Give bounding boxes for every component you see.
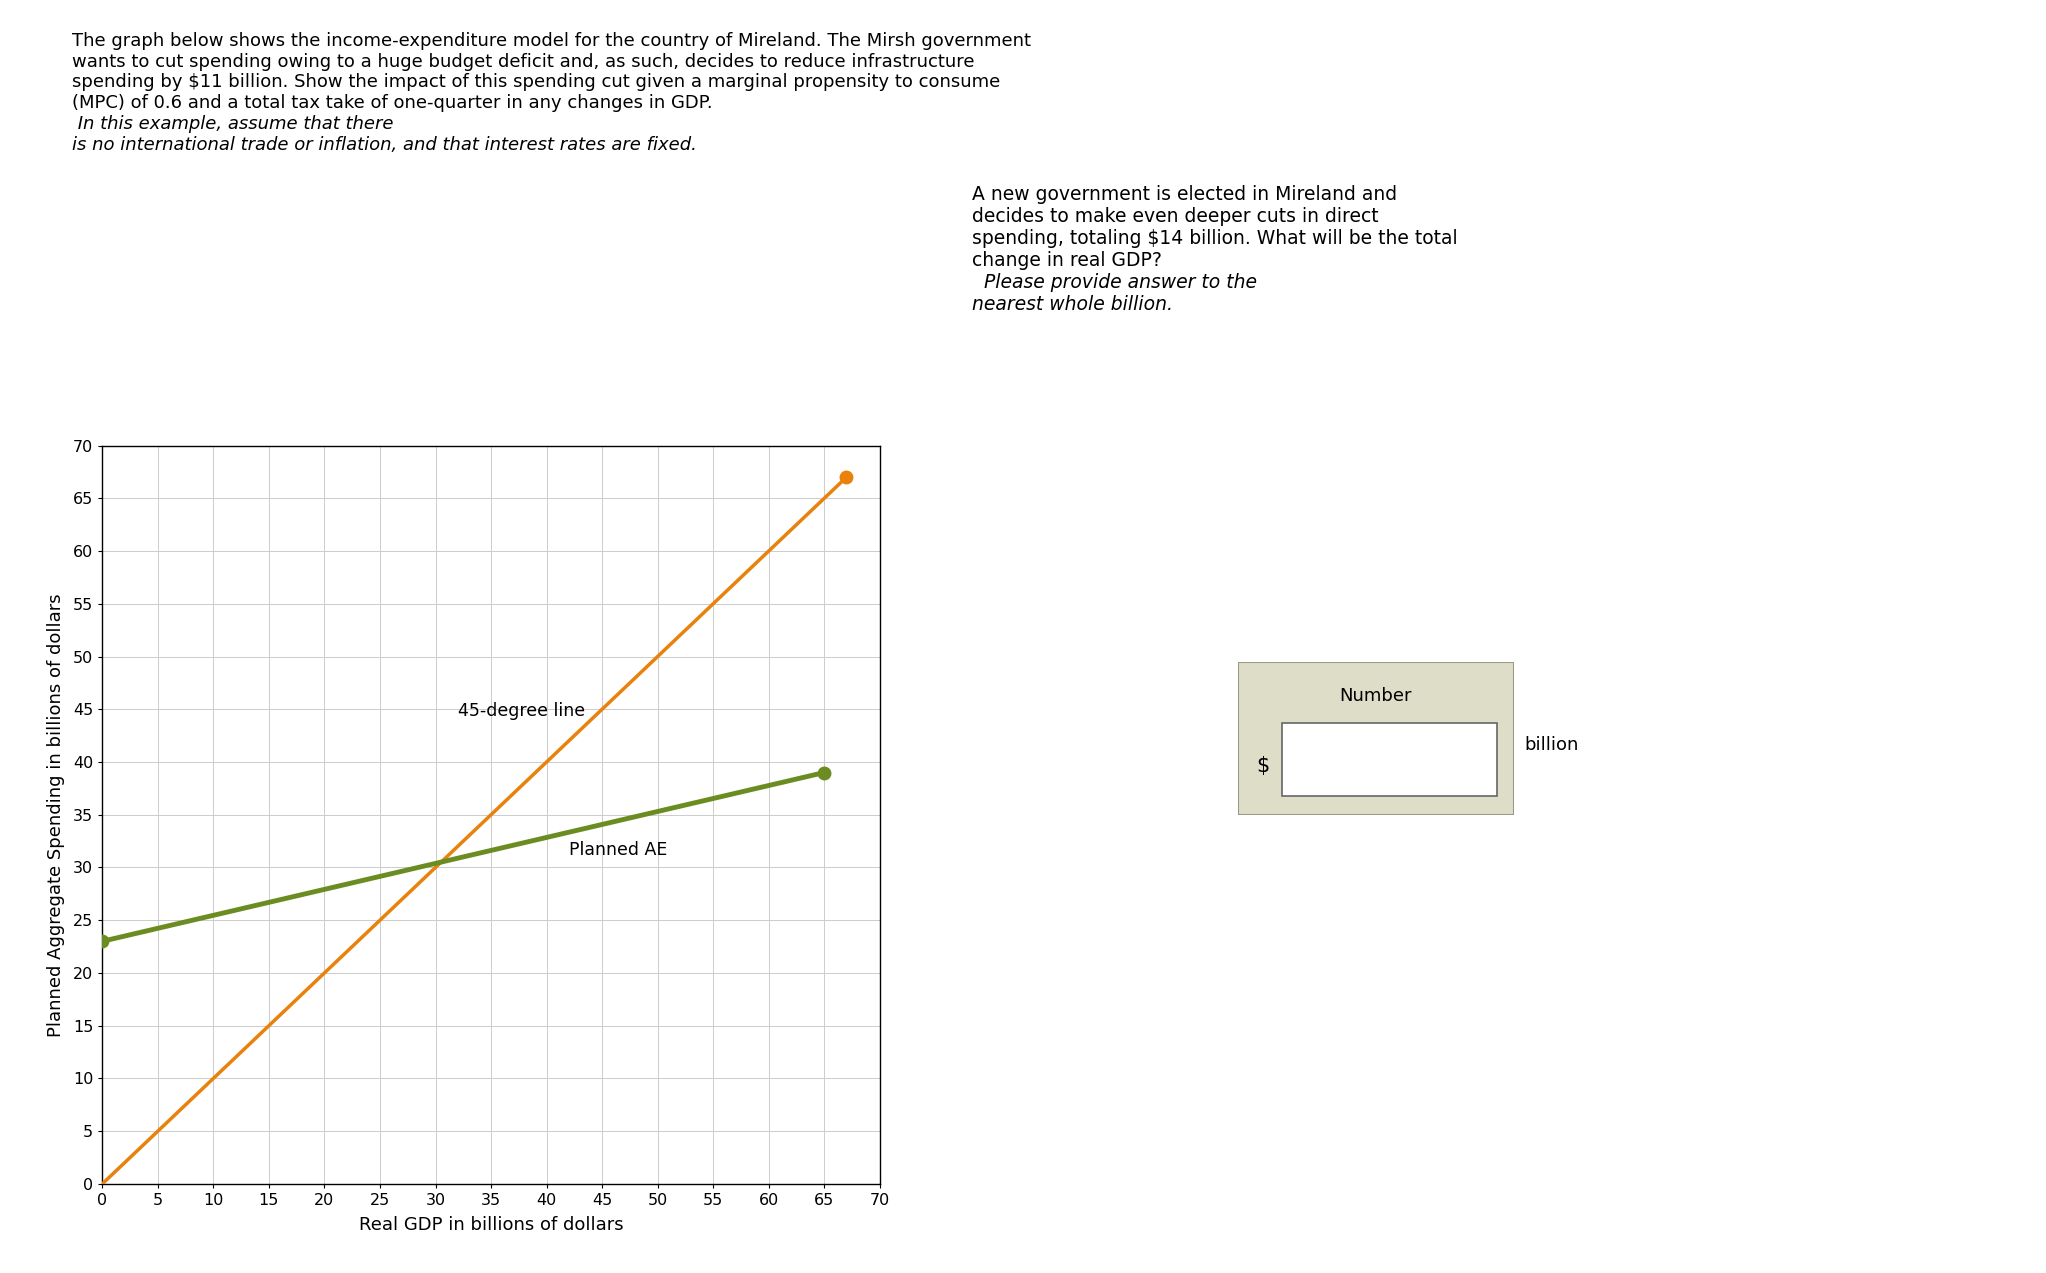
Text: A new government is elected in Mireland and
decides to make even deeper cuts in : A new government is elected in Mireland … (972, 185, 1457, 270)
Text: In this example, assume that there
is no international trade or inflation, and t: In this example, assume that there is no… (72, 32, 696, 154)
Y-axis label: Planned Aggregate Spending in billions of dollars: Planned Aggregate Spending in billions o… (47, 593, 65, 1036)
Text: Planned AE: Planned AE (569, 841, 667, 859)
Text: Please provide answer to the
nearest whole billion.: Please provide answer to the nearest who… (972, 185, 1256, 313)
FancyBboxPatch shape (1283, 723, 1498, 797)
X-axis label: Real GDP in billions of dollars: Real GDP in billions of dollars (358, 1216, 624, 1235)
Text: Number: Number (1340, 686, 1412, 704)
Text: $: $ (1256, 756, 1269, 775)
Text: billion: billion (1524, 736, 1580, 754)
FancyBboxPatch shape (1238, 662, 1514, 815)
Text: The graph below shows the income-expenditure model for the country of Mireland. : The graph below shows the income-expendi… (72, 32, 1031, 112)
Text: 45-degree line: 45-degree line (458, 701, 585, 719)
